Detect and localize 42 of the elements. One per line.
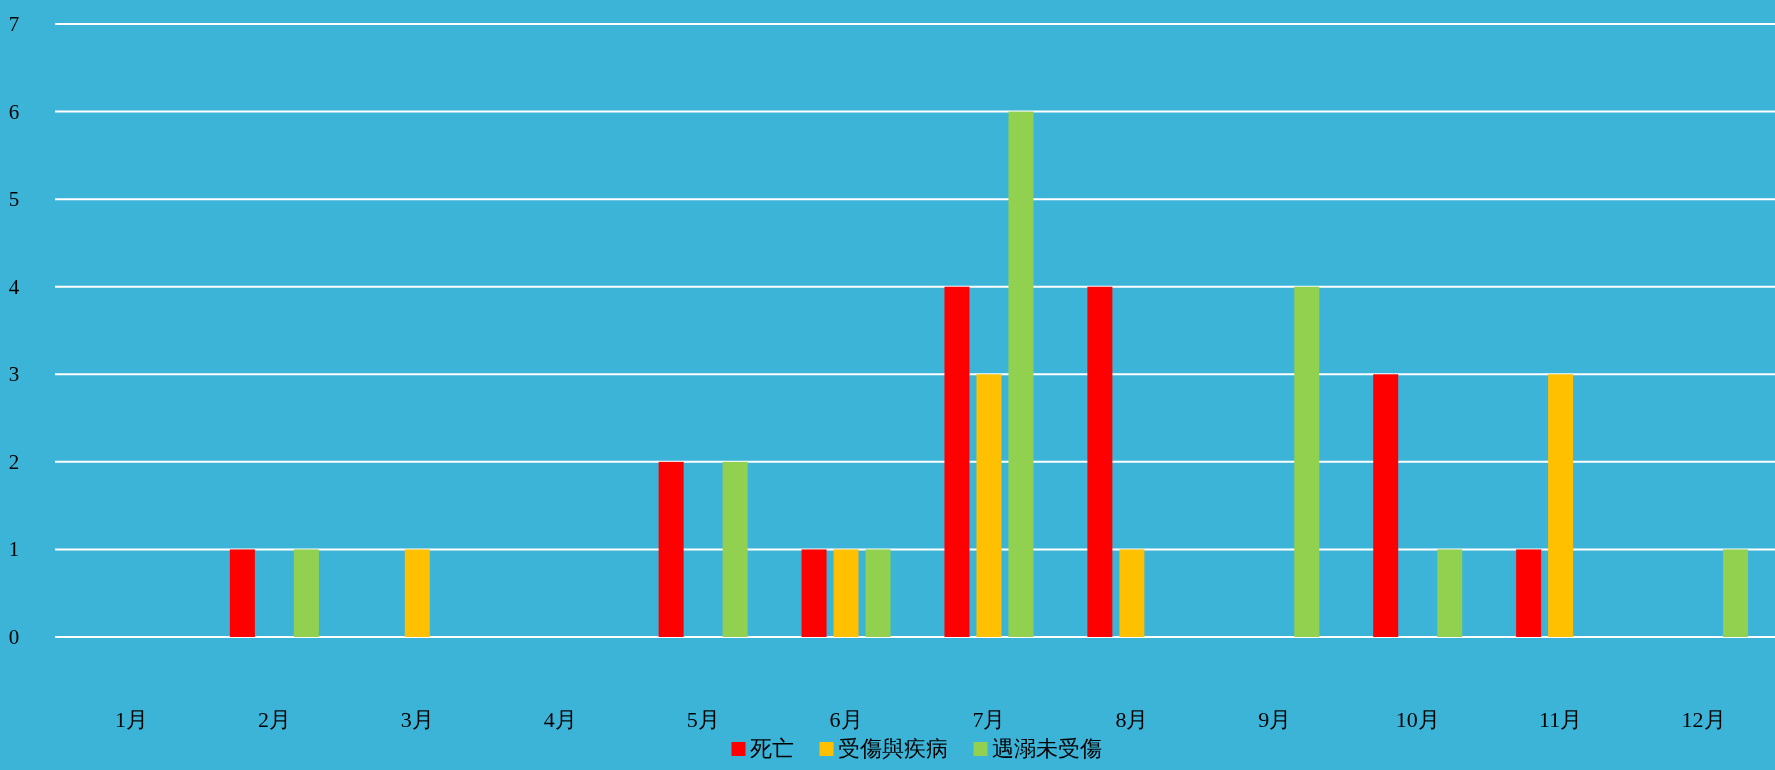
x-tick-label: 12月 bbox=[1681, 707, 1726, 732]
y-tick-label: 1 bbox=[8, 537, 20, 562]
bar bbox=[976, 374, 1002, 637]
x-tick-label: 1月 bbox=[114, 707, 148, 732]
x-tick-label: 4月 bbox=[543, 707, 577, 732]
legend-label: 遇溺未受傷 bbox=[991, 736, 1102, 761]
bar bbox=[1087, 286, 1113, 637]
bar bbox=[404, 549, 430, 637]
bar bbox=[1516, 549, 1542, 637]
legend-label: 受傷與疾病 bbox=[837, 736, 948, 761]
bar bbox=[1723, 549, 1749, 637]
x-tick-label: 8月 bbox=[1115, 707, 1149, 732]
x-tick-label: 3月 bbox=[400, 707, 434, 732]
bar bbox=[229, 549, 255, 637]
bar bbox=[658, 461, 684, 637]
x-tick-label: 7月 bbox=[972, 707, 1006, 732]
x-tick-label: 10月 bbox=[1395, 707, 1440, 732]
bar bbox=[1373, 374, 1399, 637]
x-tick-label: 11月 bbox=[1539, 707, 1583, 732]
bar bbox=[944, 286, 970, 637]
bar bbox=[865, 549, 891, 637]
y-tick-label: 5 bbox=[8, 187, 20, 212]
bar bbox=[722, 461, 748, 637]
x-tick-label: 5月 bbox=[686, 707, 720, 732]
bar bbox=[293, 549, 319, 637]
bar bbox=[1119, 549, 1145, 637]
x-tick-label: 6月 bbox=[829, 707, 863, 732]
bar bbox=[1437, 549, 1463, 637]
legend-label: 死亡 bbox=[749, 736, 794, 761]
y-tick-label: 4 bbox=[8, 274, 20, 299]
y-tick-label: 0 bbox=[8, 625, 20, 649]
x-tick-label: 9月 bbox=[1258, 707, 1292, 732]
bar bbox=[1548, 374, 1574, 637]
y-tick-label: 2 bbox=[8, 449, 20, 474]
bar bbox=[833, 549, 859, 637]
y-tick-label: 7 bbox=[8, 12, 20, 36]
bar bbox=[801, 549, 827, 637]
bar bbox=[1008, 111, 1034, 637]
y-tick-label: 6 bbox=[8, 99, 20, 124]
y-tick-label: 3 bbox=[8, 362, 20, 387]
bar bbox=[1294, 286, 1320, 637]
x-tick-label: 2月 bbox=[257, 707, 291, 732]
